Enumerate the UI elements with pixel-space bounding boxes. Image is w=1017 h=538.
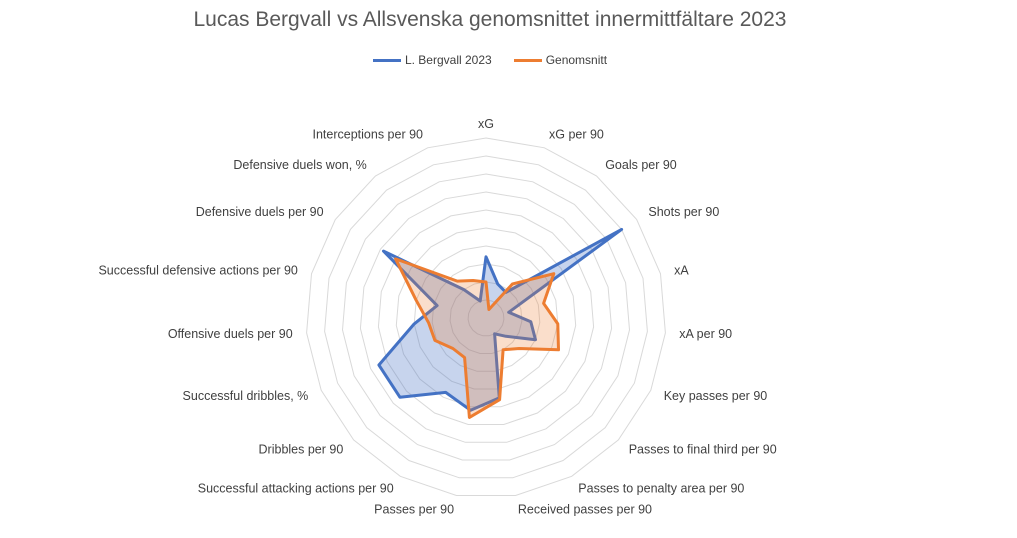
grid-ring-6 (377, 209, 595, 425)
axis-label-3: Shots per 90 (648, 205, 719, 219)
series-polygon-0 (377, 227, 624, 412)
grid-ring-1 (467, 299, 505, 337)
axis-label-14: Offensive duels per 90 (168, 327, 293, 341)
axis-label-17: Defensive duels won, % (233, 158, 366, 172)
grid-ring-10 (306, 137, 666, 496)
axis-label-7: Passes to final third per 90 (629, 442, 777, 456)
axis-label-1: xG per 90 (549, 128, 604, 142)
axis-label-11: Successful attacking actions per 90 (198, 482, 394, 496)
legend-label-bergvall: L. Bergvall 2023 (404, 53, 492, 67)
series-polygon-1 (394, 257, 560, 419)
axis-label-6: Key passes per 90 (664, 389, 768, 403)
grid-ring-2 (449, 281, 523, 354)
axis-label-4: xA (674, 263, 689, 277)
axis-label-0: xG (478, 117, 494, 131)
legend-item-bergvall: L. Bergvall 2023 (372, 53, 492, 67)
legend-swatch-bergvall (372, 58, 401, 62)
axis-label-10: Passes per 90 (374, 502, 454, 516)
axis-label-12: Dribbles per 90 (259, 442, 344, 456)
axis-label-15: Successful defensive actions per 90 (98, 263, 297, 277)
grid-ring-7 (359, 191, 613, 443)
legend-swatch-average (513, 58, 542, 62)
grid-ring-8 (341, 173, 631, 461)
axis-label-8: Passes to penalty area per 90 (578, 482, 744, 496)
legend-label-average: Genomsnitt (545, 53, 608, 67)
axis-label-9: Received passes per 90 (518, 502, 652, 516)
chart-title: Lucas Bergvall vs Allsvenska genomsnitte… (193, 8, 787, 31)
chart-legend: L. Bergvall 2023 Genomsnitt (0, 53, 980, 67)
axis-label-13: Successful dribbles, % (183, 389, 309, 403)
axis-label-16: Defensive duels per 90 (196, 205, 324, 219)
axis-label-5: xA per 90 (679, 327, 732, 341)
axis-label-18: Interceptions per 90 (313, 128, 424, 142)
grid-ring-3 (431, 263, 541, 372)
legend-item-average: Genomsnitt (513, 53, 608, 67)
grid-ring-9 (324, 155, 648, 479)
axis-label-2: Goals per 90 (605, 158, 677, 172)
